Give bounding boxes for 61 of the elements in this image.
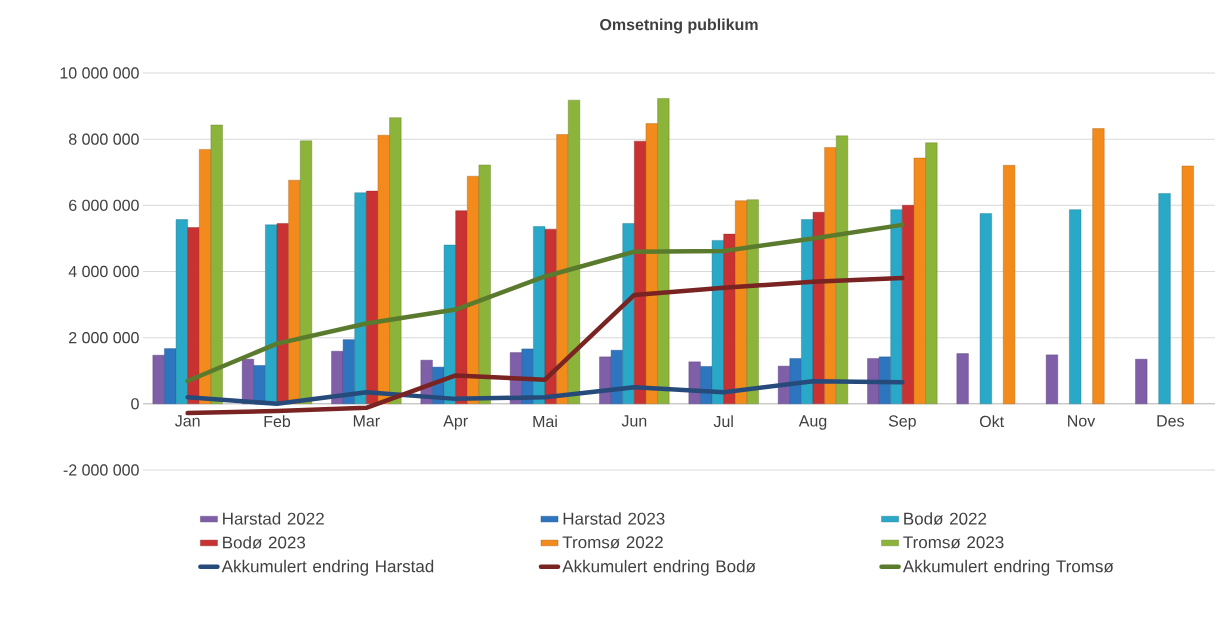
x-tick-label: Jan — [175, 415, 200, 427]
x-tick-label: Apr — [443, 415, 468, 430]
bar — [152, 355, 165, 405]
legend-label: Tromsø 2022 — [562, 536, 663, 549]
x-tick-label: Nov — [1068, 415, 1096, 427]
y-tick-label: 0 — [131, 398, 139, 410]
bar — [913, 157, 926, 405]
x-tick-label: Jul — [713, 415, 733, 428]
bar — [556, 134, 569, 405]
bar — [622, 223, 635, 405]
bar — [1092, 128, 1105, 405]
bar — [288, 179, 301, 405]
x-tick-label: Aug — [798, 415, 827, 430]
x-tick-label: Mar — [353, 415, 380, 427]
y-tick-label: 2 000 000 — [69, 332, 139, 344]
bar — [1069, 209, 1082, 405]
x-tick-label: Mai — [533, 415, 557, 428]
bar — [812, 212, 825, 405]
line-series — [185, 275, 905, 416]
bar — [354, 192, 367, 405]
x-tick-label: Jun — [621, 415, 647, 427]
bar — [377, 135, 390, 405]
bar — [902, 205, 915, 405]
x-tick-label: Feb — [264, 415, 291, 428]
y-tick-label: 10 000 000 — [60, 67, 139, 79]
bar — [925, 142, 938, 405]
legend-label: Bodø 2023 — [223, 536, 306, 549]
legend-label: Akkumulert endring Bodø — [562, 559, 756, 576]
bar — [164, 348, 177, 405]
bar — [979, 213, 992, 405]
bar — [824, 147, 837, 405]
x-tick-label: Des — [1157, 415, 1184, 427]
legend-label: Harstad 2022 — [223, 512, 324, 525]
chart-title: Omsetning publikum — [600, 18, 758, 34]
y-tick-label: 4 000 000 — [68, 265, 139, 278]
bar — [1045, 354, 1058, 405]
legend-label: Tromsø 2023 — [903, 536, 1004, 549]
bar — [711, 240, 724, 405]
x-tick-label: Sep — [888, 415, 916, 430]
bar — [956, 353, 969, 405]
legend-label: Harstad 2023 — [563, 512, 665, 525]
legend-label: Akkumulert endring Tromsø — [902, 559, 1114, 576]
bar — [276, 223, 289, 405]
bar — [544, 228, 557, 405]
bar — [890, 209, 903, 405]
y-tick-label: -2 000 000 — [63, 464, 139, 476]
bar — [723, 233, 736, 405]
bar — [187, 227, 200, 405]
bar — [1181, 165, 1194, 405]
bar — [443, 244, 456, 405]
bar — [1135, 358, 1148, 405]
bar — [1003, 165, 1016, 405]
legend-label: Akkumulert endring Harstad — [221, 559, 434, 576]
x-tick-label: Okt — [979, 415, 1004, 428]
bar — [1158, 193, 1171, 405]
bar — [175, 219, 188, 405]
bar — [645, 123, 658, 405]
y-tick-label: 8 000 000 — [68, 133, 139, 145]
legend-label: Bodø 2022 — [904, 512, 987, 525]
bar — [455, 210, 468, 405]
y-tick-label: 6 000 000 — [69, 199, 139, 211]
